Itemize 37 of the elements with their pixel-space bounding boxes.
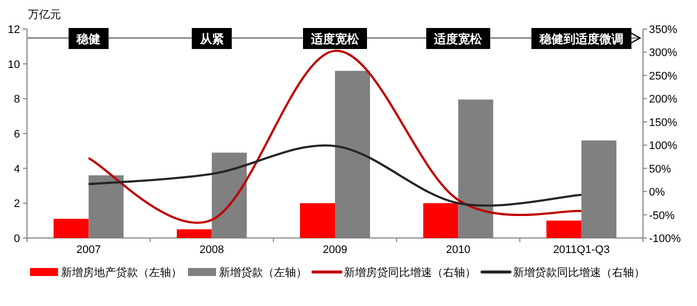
y-tick-label: 0 <box>14 233 20 245</box>
bar <box>546 220 582 238</box>
y-tick-label: 6 <box>14 128 20 140</box>
legend-label: 新增贷款（左轴） <box>219 266 307 279</box>
y-tick-label: 2 <box>14 198 20 210</box>
annotation: 适度宽松 <box>310 32 360 46</box>
bar <box>300 203 335 238</box>
x-tick-label: 2008 <box>200 244 224 256</box>
y2-tick-label: 150% <box>649 116 678 129</box>
x-tick-label: 2010 <box>446 244 470 256</box>
y2-tick-label: -100% <box>649 233 682 245</box>
x-tick-label: 2009 <box>322 244 348 256</box>
y2-tick-label: 350% <box>649 24 678 36</box>
legend-label: 新增贷款同比增速（右轴） <box>513 266 645 279</box>
y2-tick-label: 0% <box>649 186 666 199</box>
bar <box>54 218 89 238</box>
annotation: 从紧 <box>198 32 224 46</box>
bar <box>176 229 212 238</box>
y-axis-title: 万亿元 <box>28 9 61 21</box>
bar <box>423 203 458 238</box>
annotation: 适度宽松 <box>433 32 484 46</box>
annotation: 稳健 <box>76 32 101 46</box>
y-tick-label: 4 <box>14 163 20 176</box>
y2-tick-label: 50% <box>649 163 672 176</box>
y-tick-label: 8 <box>14 94 20 106</box>
legend-label: 新增房贷同比增速（右轴） <box>344 266 476 279</box>
y2-tick-label: 300% <box>649 47 678 60</box>
y2-tick-label: 250% <box>649 70 678 82</box>
x-tick-label: 2011Q1-Q3 <box>553 244 610 256</box>
y-tick-label: 10 <box>8 58 20 71</box>
annotation: 稳健到适度微调 <box>538 32 624 46</box>
y-tick-label: 12 <box>8 24 20 36</box>
x-tick-label: 2007 <box>76 244 101 256</box>
y2-tick-label: 100% <box>649 140 678 152</box>
y2-tick-label: -50% <box>649 210 675 222</box>
y2-tick-label: 200% <box>649 94 678 106</box>
legend-label: 新增房地产贷款（左轴） <box>61 266 182 279</box>
